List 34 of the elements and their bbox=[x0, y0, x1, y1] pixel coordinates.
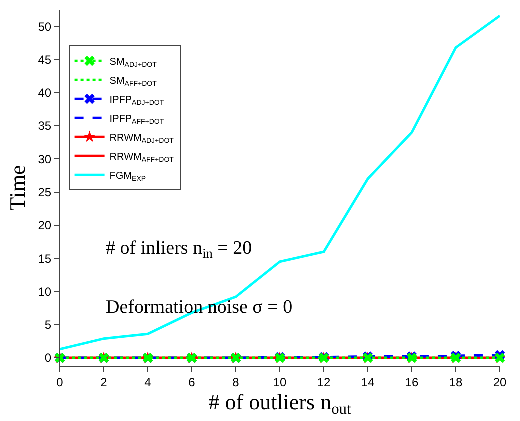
legend-label: IPFP$_{AFF+DOT}$ bbox=[110, 114, 165, 126]
x-tick-label: 16 bbox=[405, 375, 419, 390]
x-tick-label: 20 bbox=[493, 375, 507, 390]
y-tick-label: 50 bbox=[38, 20, 52, 34]
x-axis-title: # of outliers n$_{out}$ bbox=[208, 389, 352, 418]
y-tick-label: 30 bbox=[38, 152, 52, 166]
annotation: # of inliers n$_{in}$ = 20 bbox=[106, 238, 252, 261]
y-tick-label: 45 bbox=[38, 52, 52, 67]
legend-label: RRWM$_{ADJ+DOT}$ bbox=[110, 133, 175, 146]
x-tick-label: 4 bbox=[144, 375, 152, 390]
x-tick-label: 14 bbox=[361, 375, 375, 390]
y-tick-label: 0 bbox=[44, 351, 52, 366]
legend-label: RRWM$_{AFF+DOT}$ bbox=[110, 152, 175, 164]
y-tick-label: 20 bbox=[38, 218, 52, 233]
x-tick-label: 2 bbox=[100, 375, 108, 390]
y-tick-label: 35 bbox=[38, 119, 52, 134]
y-tick-label: 15 bbox=[38, 252, 52, 266]
legend-label: IPFP$_{ADJ+DOT}$ bbox=[110, 95, 165, 108]
annotation: Deformation noise σ = 0 bbox=[106, 297, 293, 318]
x-tick-label: 6 bbox=[188, 375, 196, 390]
legend-label: FGM$_{EXP}$ bbox=[110, 171, 146, 184]
x-tick-label: 0 bbox=[56, 375, 64, 390]
x-tick-label: 8 bbox=[232, 375, 240, 390]
x-tick-label: 12 bbox=[317, 375, 331, 390]
y-tick-label: 25 bbox=[38, 186, 52, 200]
y-tick-label: 40 bbox=[38, 86, 52, 100]
legend-label: SM$_{AFF+DOT}$ bbox=[110, 76, 158, 88]
line-series bbox=[60, 14, 500, 351]
y-tick-label: 5 bbox=[44, 318, 52, 332]
y-axis-title: Time bbox=[5, 165, 30, 211]
y-tick-label: 10 bbox=[38, 284, 52, 299]
x-tick-label: 10 bbox=[273, 375, 287, 390]
legend-label: SM$_{ADJ+DOT}$ bbox=[110, 57, 158, 70]
x-tick-label: 18 bbox=[449, 375, 463, 390]
